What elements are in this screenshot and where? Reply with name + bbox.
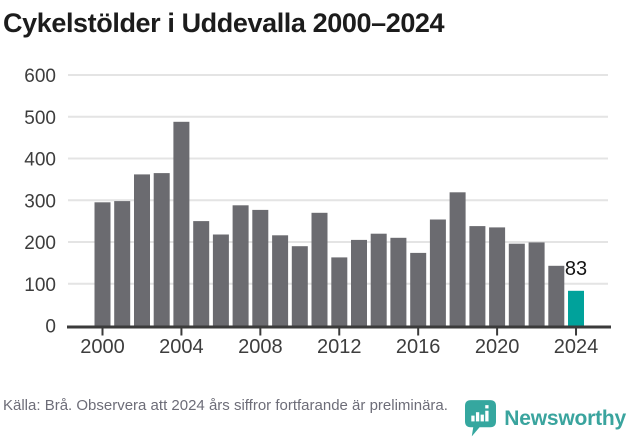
bar-2016 xyxy=(410,252,427,326)
y-axis-label-0: 0 xyxy=(45,317,56,338)
bar-2017 xyxy=(429,219,446,326)
chart-title: Cykelstölder i Uddevalla 2000–2024 xyxy=(3,8,445,38)
bar-2003 xyxy=(153,173,170,326)
bar-2012 xyxy=(331,257,348,326)
bar-2020 xyxy=(489,227,506,326)
bar-2011 xyxy=(311,212,328,326)
bar-2006 xyxy=(212,234,229,326)
y-axis-label-500: 500 xyxy=(24,108,56,129)
newsworthy-logo-text: Newsworthy xyxy=(504,406,626,430)
y-axis-label-600: 600 xyxy=(24,66,56,87)
x-axis-label-2020: 2020 xyxy=(475,336,520,358)
y-axis-label-200: 200 xyxy=(24,233,56,254)
x-axis-label-2024: 2024 xyxy=(554,336,599,358)
bar-2024 xyxy=(568,290,584,326)
bar-2007 xyxy=(232,205,249,326)
value-annotation: 83 xyxy=(565,258,587,280)
x-axis-label-2016: 2016 xyxy=(396,336,441,358)
bar-2014 xyxy=(370,233,387,326)
y-axis-label-300: 300 xyxy=(24,191,56,212)
bar-2002 xyxy=(134,174,150,326)
bar-2019 xyxy=(469,226,486,326)
x-axis-label-2008: 2008 xyxy=(238,336,283,358)
x-axis-label-2012: 2012 xyxy=(317,336,362,358)
bar-2001 xyxy=(114,201,131,326)
bar-2009 xyxy=(272,235,289,326)
bar-2018 xyxy=(449,192,466,326)
bar-2004 xyxy=(173,121,190,326)
y-axis-label-100: 100 xyxy=(24,275,56,296)
bar-2010 xyxy=(291,246,308,326)
bar-chart: 0 100 200 300 400 500 600 2000 2004 2008 2012 2016 2… xyxy=(0,55,631,365)
bar-2008 xyxy=(252,209,269,326)
x-axis-label-2004: 2004 xyxy=(159,336,204,358)
newsworthy-logo: Newsworthy xyxy=(465,400,626,437)
bar-2000 xyxy=(94,202,111,326)
bar-2023 xyxy=(548,265,565,326)
bar-chart-canvas: 0 100 200 300 400 500 600 2000 2004 2008 2012 2016 2… xyxy=(24,66,611,358)
bar-2021 xyxy=(508,243,525,326)
y-axis-label-400: 400 xyxy=(24,150,56,171)
x-axis-label-2000: 2000 xyxy=(80,336,125,358)
bar-2005 xyxy=(193,221,210,326)
bar-2022 xyxy=(528,242,545,326)
bar-2015 xyxy=(390,237,407,326)
newsworthy-logo-icon xyxy=(465,400,497,437)
source-note: Källa: Brå. Observera att 2024 års siffr… xyxy=(3,397,448,414)
bar-2013 xyxy=(351,239,367,326)
